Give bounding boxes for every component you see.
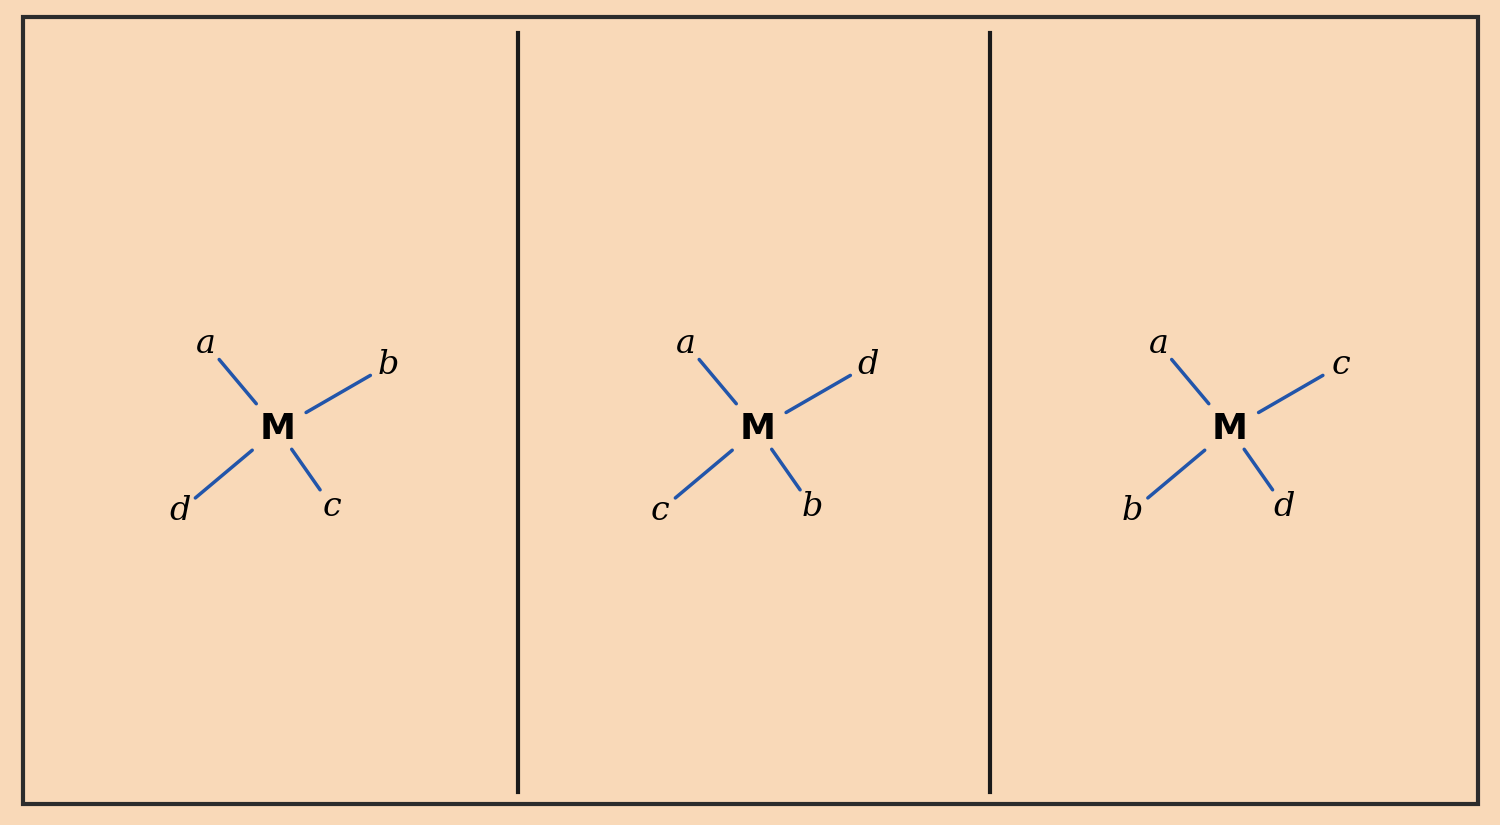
Text: b: b	[1122, 495, 1143, 527]
Text: d: d	[1274, 491, 1294, 523]
Text: b: b	[801, 491, 822, 523]
Text: M: M	[260, 412, 296, 446]
Text: d: d	[858, 349, 879, 381]
Text: a: a	[196, 328, 216, 360]
Text: d: d	[170, 495, 190, 527]
Text: c: c	[1332, 349, 1350, 381]
Text: M: M	[740, 412, 776, 446]
Text: a: a	[676, 328, 696, 360]
Text: c: c	[650, 495, 669, 527]
Text: b: b	[378, 349, 399, 381]
Text: a: a	[1149, 328, 1168, 360]
Text: M: M	[1212, 412, 1248, 446]
Text: c: c	[322, 491, 342, 523]
